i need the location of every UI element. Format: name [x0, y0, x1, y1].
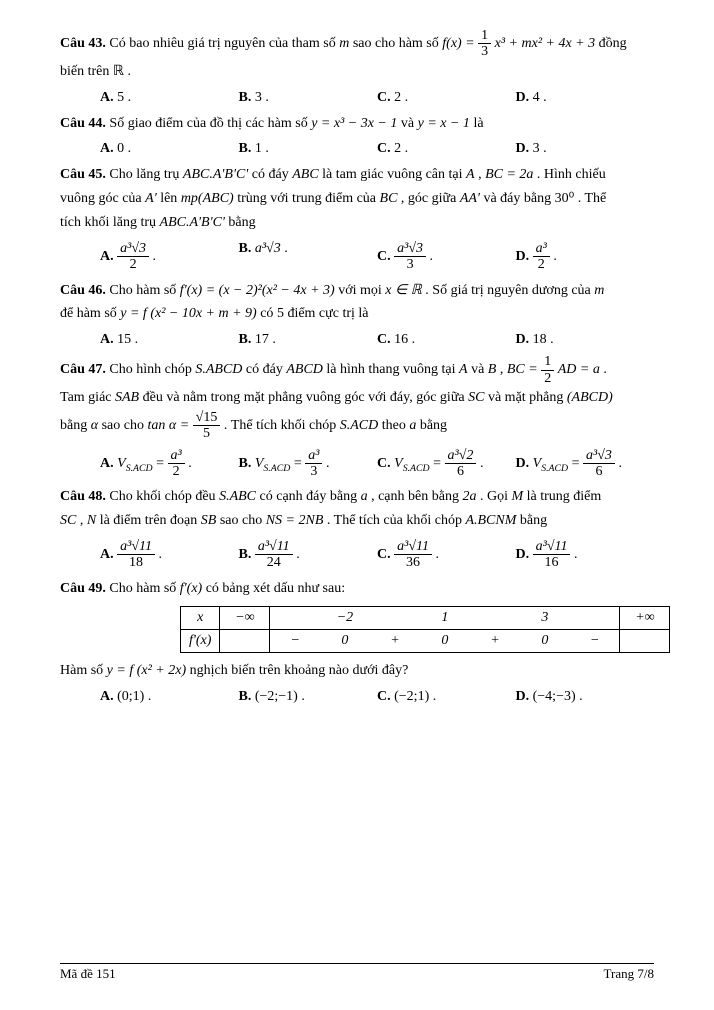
- q47-options: A. VS.ACD = a³2 . B. VS.ACD = a³3 . C. V…: [100, 448, 654, 480]
- footer-left: Mã đề 151: [60, 966, 116, 982]
- q44-optD: D. 3 .: [516, 141, 655, 157]
- q49-optD: D. (−4;−3) .: [516, 689, 655, 705]
- q43-options: A. 5 . B. 3 . C. 2 . D. 4 .: [100, 90, 654, 106]
- question-47: Câu 47. Cho hình chóp S.ABCD có đáy ABCD…: [60, 354, 654, 441]
- q48-options: A. a³√1118 . B. a³√1124 . C. a³√1136 . D…: [100, 539, 654, 571]
- q44-optC: C. 2 .: [377, 141, 516, 157]
- q48-optC: C. a³√1136 .: [377, 539, 516, 571]
- q49-optB: B. (−2;−1) .: [239, 689, 378, 705]
- q43-optA: A. 5 .: [100, 90, 239, 106]
- q47-optA: A. VS.ACD = a³2 .: [100, 448, 239, 480]
- question-46: Câu 46. Cho hàm số f'(x) = (x − 2)²(x² −…: [60, 279, 654, 327]
- question-45: Câu 45. Cho lăng trụ ABC.A'B'C' có đáy A…: [60, 163, 654, 234]
- q44-label: Câu 44.: [60, 116, 106, 131]
- question-43: Câu 43. Có bao nhiêu giá trị nguyên của …: [60, 28, 654, 84]
- q45-optC: C. a³√33 .: [377, 241, 516, 273]
- q43-frac: 1 3: [478, 28, 491, 60]
- q46-optB: B. 17 .: [239, 332, 378, 348]
- q45-optA: A. a³√32 .: [100, 241, 239, 273]
- q45-optD: D. a³2 .: [516, 241, 655, 273]
- q48-optA: A. a³√1118 .: [100, 539, 239, 571]
- q43-optD: D. 4 .: [516, 90, 655, 106]
- q48-optD: D. a³√1116 .: [516, 539, 655, 571]
- q46-optD: D. 18 .: [516, 332, 655, 348]
- footer-right: Trang 7/8: [604, 966, 654, 982]
- q49-optC: C. (−2;1) .: [377, 689, 516, 705]
- q46-optC: C. 16 .: [377, 332, 516, 348]
- q43-line2: biến trên ℝ .: [60, 60, 654, 84]
- q47-optB: B. VS.ACD = a³3 .: [239, 448, 378, 480]
- q43-optC: C. 2 .: [377, 90, 516, 106]
- question-49: Câu 49. Cho hàm số f'(x) có bảng xét dấu…: [60, 577, 654, 601]
- q49-line2: Hàm số y = f (x² + 2x) nghịch biến trên …: [60, 659, 654, 683]
- q43-label: Câu 43.: [60, 36, 106, 51]
- q47-optC: C. VS.ACD = a³√26 .: [377, 448, 516, 480]
- q43-t2: sao cho hàm số: [353, 36, 442, 51]
- q43-optB: B. 3 .: [239, 90, 378, 106]
- q43-m: m: [339, 36, 349, 51]
- q49-optA: A. (0;1) .: [100, 689, 239, 705]
- q44-options: A. 0 . B. 1 . C. 2 . D. 3 .: [100, 141, 654, 157]
- q43-poly: x³ + mx² + 4x + 3: [495, 36, 596, 51]
- q43-t1: Có bao nhiêu giá trị nguyên của tham số: [109, 36, 339, 51]
- question-48: Câu 48. Cho khối chóp đều S.ABC có cạnh …: [60, 485, 654, 533]
- sign-table: x −∞ −2 1 3 +∞ f'(x) − 0 + 0 + 0 −: [180, 606, 670, 653]
- sign-table-row-fp: f'(x) − 0 + 0 + 0 −: [181, 630, 670, 653]
- q47-optD: D. VS.ACD = a³√36 .: [516, 448, 655, 480]
- page-footer: Mã đề 151 Trang 7/8: [60, 963, 654, 982]
- q46-options: A. 15 . B. 17 . C. 16 . D. 18 .: [100, 332, 654, 348]
- q46-optA: A. 15 .: [100, 332, 239, 348]
- question-44: Câu 44. Số giao điểm của đồ thị các hàm …: [60, 112, 654, 136]
- q45-options: A. a³√32 . B. a³√3 . C. a³√33 . D. a³2 .: [100, 241, 654, 273]
- q48-optB: B. a³√1124 .: [239, 539, 378, 571]
- q43-fx: f(x) =: [442, 36, 478, 51]
- q44-optB: B. 1 .: [239, 141, 378, 157]
- q45-optB: B. a³√3 .: [239, 241, 378, 273]
- sign-table-row-x: x −∞ −2 1 3 +∞: [181, 607, 670, 630]
- q49-options: A. (0;1) . B. (−2;−1) . C. (−2;1) . D. (…: [100, 689, 654, 705]
- q44-optA: A. 0 .: [100, 141, 239, 157]
- q43-t3: đồng: [599, 36, 627, 51]
